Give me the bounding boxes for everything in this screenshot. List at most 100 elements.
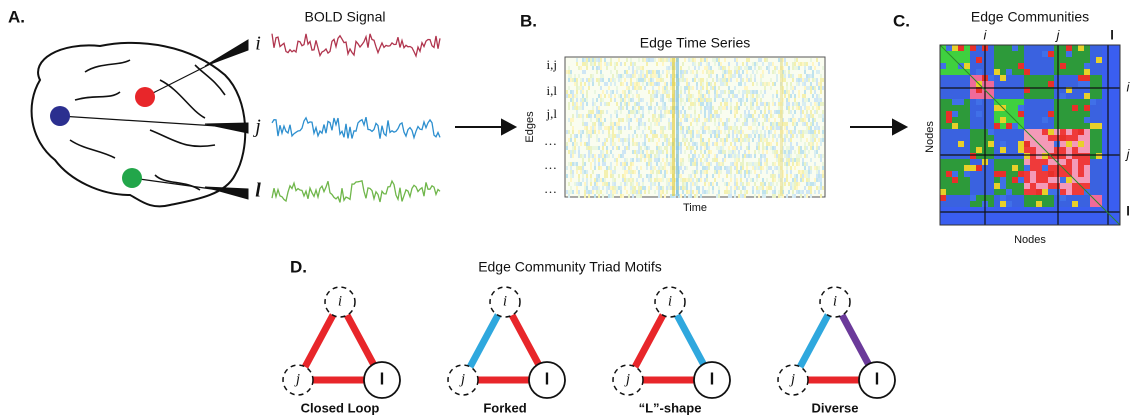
heat-cell — [670, 110, 672, 114]
heat-cell — [686, 182, 688, 186]
heat-cell — [680, 122, 682, 126]
heat-cell — [680, 186, 682, 190]
heat-cell — [716, 162, 718, 166]
heat-cell — [638, 78, 640, 82]
heat-cell — [664, 162, 666, 166]
heat-cell — [684, 90, 686, 94]
matrix-cell — [1114, 105, 1120, 111]
heat-cell — [714, 90, 716, 94]
matrix-cell — [1072, 219, 1078, 225]
heat-cell — [640, 146, 642, 150]
heat-cell — [658, 150, 660, 154]
matrix-cell — [958, 111, 964, 117]
heat-cell — [616, 110, 618, 114]
heat-cell — [576, 82, 578, 86]
matrix-cell — [988, 201, 994, 207]
heat-cell — [754, 90, 756, 94]
heat-cell — [630, 126, 632, 130]
matrix-cell — [1012, 111, 1018, 117]
heat-cell — [720, 106, 722, 110]
heat-cell — [736, 130, 738, 134]
heat-cell — [704, 182, 706, 186]
heat-cell — [662, 102, 664, 106]
heat-cell — [726, 98, 728, 102]
heat-cell — [768, 62, 770, 66]
heat-cell — [786, 178, 788, 182]
matrix-cell — [1108, 153, 1114, 159]
heat-cell — [602, 142, 604, 146]
heat-cell — [756, 186, 758, 190]
matrix-cell — [1006, 69, 1012, 75]
heat-cell — [596, 186, 598, 190]
heat-cell — [758, 174, 760, 178]
heat-cell — [686, 138, 688, 142]
heat-cell — [786, 130, 788, 134]
heat-cell — [568, 150, 570, 154]
heat-cell — [584, 122, 586, 126]
heat-cell — [792, 114, 794, 118]
heat-cell — [710, 118, 712, 122]
heat-cell — [596, 98, 598, 102]
heat-cell — [768, 134, 770, 138]
heat-cell — [688, 126, 690, 130]
matrix-cell — [1114, 141, 1120, 147]
heat-cell — [588, 146, 590, 150]
matrix-cell — [1018, 99, 1024, 105]
heat-cell — [580, 106, 582, 110]
heat-cell — [710, 86, 712, 90]
heat-cell — [584, 142, 586, 146]
heat-cell — [624, 94, 626, 98]
heat-cell — [770, 86, 772, 90]
heat-cell — [602, 110, 604, 114]
matrix-cell — [1102, 51, 1108, 57]
heat-cell — [642, 130, 644, 134]
heat-cell — [630, 166, 632, 170]
heat-cell — [766, 178, 768, 182]
heat-cell — [656, 118, 658, 122]
heat-cell — [818, 98, 820, 102]
heat-cell — [622, 138, 624, 142]
heat-cell — [804, 114, 806, 118]
heat-cell — [610, 142, 612, 146]
heat-cell — [806, 130, 808, 134]
heat-cell — [694, 142, 696, 146]
heat-cell — [684, 134, 686, 138]
matrix-cell — [1084, 57, 1090, 63]
heat-cell — [586, 178, 588, 182]
heat-cell — [632, 70, 634, 74]
heat-cell — [610, 166, 612, 170]
heat-cell — [744, 66, 746, 70]
heat-cell — [800, 78, 802, 82]
heat-cell — [650, 154, 652, 158]
heat-cell — [566, 130, 568, 134]
heat-cell — [808, 118, 810, 122]
matrix-cell — [946, 171, 952, 177]
heat-cell — [778, 154, 780, 158]
heat-cell — [596, 66, 598, 70]
heat-cell — [736, 166, 738, 170]
matrix-cell — [976, 57, 982, 63]
matrix-cell — [1060, 189, 1066, 195]
matrix-cell — [1054, 99, 1060, 105]
heat-cell — [626, 58, 628, 62]
heat-cell — [706, 62, 708, 66]
matrix-cell — [1066, 93, 1072, 99]
heat-cell — [764, 190, 766, 194]
heat-cell — [588, 142, 590, 146]
heat-cell — [756, 190, 758, 194]
heat-cell — [750, 126, 752, 130]
heat-cell — [802, 94, 804, 98]
heat-cell — [620, 118, 622, 122]
heat-cell — [638, 98, 640, 102]
matrix-cell — [1006, 81, 1012, 87]
matrix-cell — [1006, 177, 1012, 183]
heat-cell — [794, 118, 796, 122]
heat-cell — [688, 194, 690, 198]
heat-cell — [618, 126, 620, 130]
heat-cell — [592, 190, 594, 194]
matrix-cell — [1060, 45, 1066, 51]
heat-cell — [752, 90, 754, 94]
matrix-cell — [1006, 159, 1012, 165]
matrix-cell — [1042, 111, 1048, 117]
heat-cell — [622, 90, 624, 94]
